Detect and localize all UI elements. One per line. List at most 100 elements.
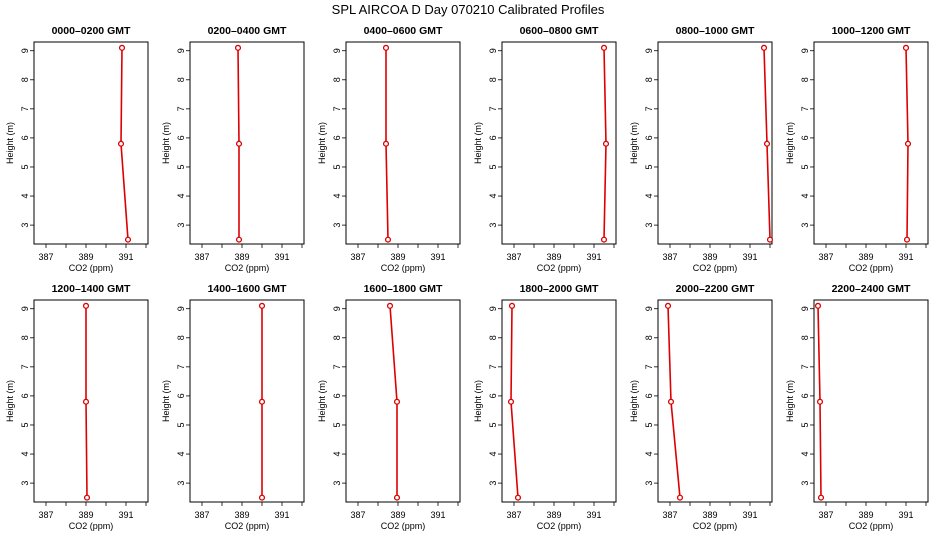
plot-frame xyxy=(33,41,149,245)
data-point xyxy=(760,44,768,51)
x-tick-label: 387 xyxy=(818,252,833,262)
y-tick-label: 5 xyxy=(488,164,498,169)
panel-title: 0400–0600 GMT xyxy=(364,25,443,37)
x-axis-label: CO2 (ppm) xyxy=(381,521,426,531)
x-tick-label: 387 xyxy=(38,510,53,520)
data-point xyxy=(118,44,126,51)
x-tick-label: 391 xyxy=(274,510,289,520)
y-tick-label: 6 xyxy=(332,393,342,398)
y-tick-label: 5 xyxy=(332,422,342,427)
y-tick-label: 8 xyxy=(332,335,342,340)
x-tick-label: 391 xyxy=(430,252,445,262)
x-tick-label: 387 xyxy=(506,510,521,520)
data-point xyxy=(235,236,243,243)
data-point xyxy=(904,140,912,147)
data-point xyxy=(902,44,910,51)
y-tick-label: 6 xyxy=(20,135,30,140)
plot-frame xyxy=(33,299,149,503)
y-tick-label: 5 xyxy=(332,164,342,169)
x-tick-label: 387 xyxy=(350,510,365,520)
plot-frame xyxy=(189,41,305,245)
y-tick-label: 3 xyxy=(176,481,186,486)
y-tick-label: 6 xyxy=(800,393,810,398)
x-axis-label: CO2 (ppm) xyxy=(693,263,738,273)
y-tick-label: 6 xyxy=(488,135,498,140)
y-tick-label: 4 xyxy=(800,452,810,457)
y-tick-label: 6 xyxy=(176,135,186,140)
panel-title: 1200–1400 GMT xyxy=(52,283,131,295)
y-tick-label: 4 xyxy=(488,194,498,199)
data-point xyxy=(82,398,90,405)
x-tick-label: 391 xyxy=(430,510,445,520)
x-axis-label: CO2 (ppm) xyxy=(69,263,114,273)
y-tick-label: 9 xyxy=(800,306,810,311)
x-tick-label: 389 xyxy=(78,252,93,262)
y-axis-label: Height (m) xyxy=(473,380,483,422)
plot-frame xyxy=(813,41,929,245)
y-tick-label: 9 xyxy=(644,48,654,53)
y-tick-label: 9 xyxy=(20,306,30,311)
y-tick-label: 9 xyxy=(488,48,498,53)
x-tick-label: 389 xyxy=(234,252,249,262)
x-axis-label: CO2 (ppm) xyxy=(693,521,738,531)
y-tick-label: 7 xyxy=(800,106,810,111)
data-point xyxy=(386,302,394,309)
panel-title: 0800–1000 GMT xyxy=(676,25,755,37)
y-tick-label: 5 xyxy=(176,422,186,427)
y-tick-label: 4 xyxy=(488,452,498,457)
y-tick-label: 3 xyxy=(20,481,30,486)
x-axis-label: CO2 (ppm) xyxy=(381,263,426,273)
y-tick-label: 4 xyxy=(644,194,654,199)
data-point xyxy=(766,236,774,243)
x-axis-label: CO2 (ppm) xyxy=(849,263,894,273)
y-tick-label: 3 xyxy=(644,481,654,486)
x-tick-label: 391 xyxy=(898,510,913,520)
panel-title: 0000–0200 GMT xyxy=(52,25,131,37)
y-tick-label: 8 xyxy=(644,77,654,82)
profile-panel: 0000–0200 GMT 387 389 391 3 4 5 6 7 8 9 CO2 (ppm) He… xyxy=(5,25,149,273)
data-point xyxy=(763,140,771,147)
y-tick-label: 9 xyxy=(20,48,30,53)
plot-frame xyxy=(813,299,929,503)
data-point xyxy=(676,494,684,501)
data-point xyxy=(667,398,675,405)
y-tick-label: 8 xyxy=(20,77,30,82)
y-tick-label: 6 xyxy=(644,393,654,398)
y-tick-label: 3 xyxy=(332,481,342,486)
y-tick-label: 7 xyxy=(800,364,810,369)
x-tick-label: 389 xyxy=(702,510,717,520)
x-tick-label: 391 xyxy=(898,252,913,262)
x-axis-label: CO2 (ppm) xyxy=(849,521,894,531)
plot-frame xyxy=(501,299,617,503)
x-tick-label: 389 xyxy=(390,252,405,262)
panel-title: 0200–0400 GMT xyxy=(208,25,287,37)
y-tick-label: 4 xyxy=(332,194,342,199)
y-tick-label: 4 xyxy=(176,194,186,199)
x-axis-label: CO2 (ppm) xyxy=(69,521,114,531)
x-axis-label: CO2 (ppm) xyxy=(225,521,270,531)
profile-panel: 1400–1600 GMT 387 389 391 3 4 5 6 7 8 9 CO2 (ppm) He… xyxy=(161,283,305,531)
x-tick-label: 387 xyxy=(662,510,677,520)
y-tick-label: 8 xyxy=(488,335,498,340)
data-point xyxy=(816,398,824,405)
x-tick-label: 389 xyxy=(546,252,561,262)
data-point xyxy=(234,44,242,51)
x-axis-label: CO2 (ppm) xyxy=(537,521,582,531)
panel-title: 1800–2000 GMT xyxy=(520,283,599,295)
x-tick-label: 389 xyxy=(390,510,405,520)
y-tick-label: 3 xyxy=(800,223,810,228)
profile-panel: 1000–1200 GMT 387 389 391 3 4 5 6 7 8 9 CO2 (ppm) He… xyxy=(785,25,929,273)
y-tick-label: 4 xyxy=(20,452,30,457)
x-tick-label: 389 xyxy=(858,510,873,520)
y-tick-label: 3 xyxy=(332,223,342,228)
y-tick-label: 7 xyxy=(20,106,30,111)
y-tick-label: 8 xyxy=(644,335,654,340)
panel-title: 1600–1800 GMT xyxy=(364,283,443,295)
y-tick-label: 6 xyxy=(332,135,342,140)
x-tick-label: 387 xyxy=(38,252,53,262)
y-axis-label: Height (m) xyxy=(5,122,15,164)
y-tick-label: 8 xyxy=(332,77,342,82)
data-point xyxy=(382,140,390,147)
